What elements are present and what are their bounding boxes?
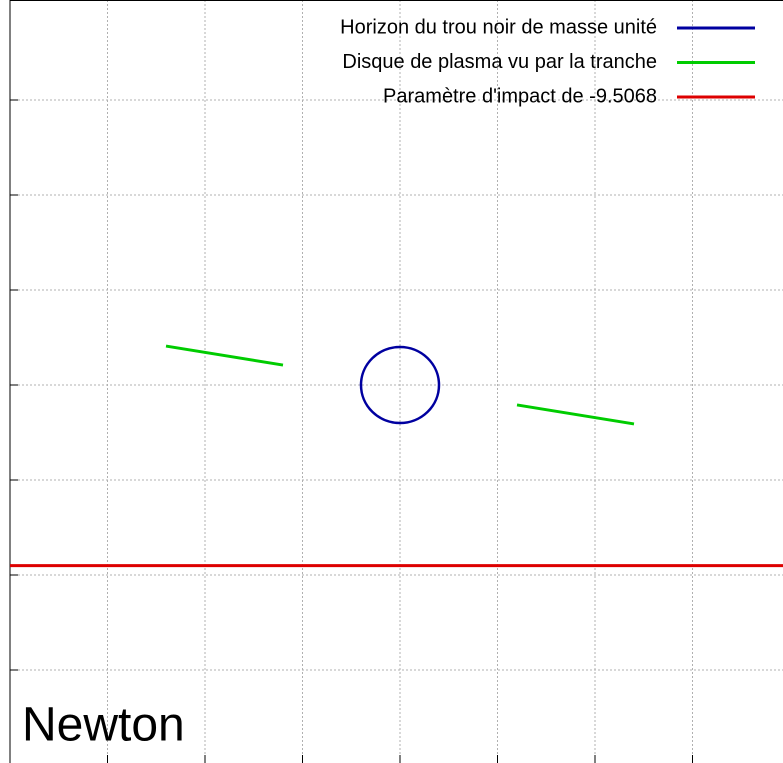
legend-label: Paramètre d'impact de -9.5068 [383,85,657,107]
legend-label: Horizon du trou noir de masse unité [340,16,657,38]
annotation: Newton [22,699,185,752]
legend-label: Disque de plasma vu par la tranche [342,51,657,73]
line [165,344,635,426]
horizon [359,345,441,425]
